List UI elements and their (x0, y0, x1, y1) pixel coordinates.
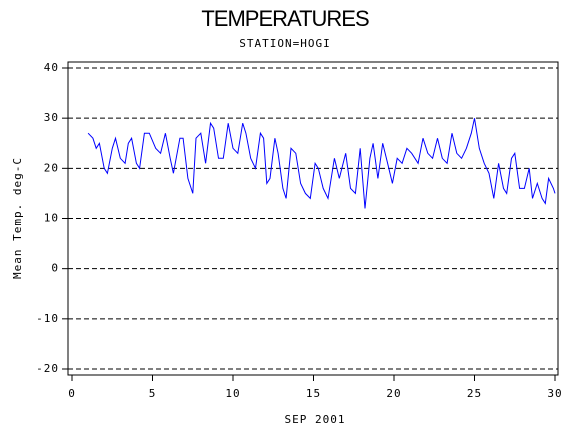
y-tick-label: 20 (44, 161, 59, 174)
chart-subtitle: STATION=HOGI (239, 37, 330, 50)
x-axis-label: SEP 2001 (285, 413, 346, 426)
y-tick-label: -20 (36, 362, 59, 375)
y-tick-label: 40 (44, 61, 59, 74)
y-tick-label: 0 (51, 262, 59, 275)
x-tick-label: 25 (467, 387, 482, 400)
y-tick-label: 30 (44, 111, 59, 124)
data-line (87, 118, 556, 209)
x-tick-label: 15 (306, 387, 321, 400)
x-tick-label: 5 (149, 387, 157, 400)
chart-title: TEMPERATURES (201, 6, 369, 31)
x-tick-label: 0 (68, 387, 76, 400)
x-tick-label: 20 (386, 387, 401, 400)
y-tick-label: 10 (44, 212, 59, 225)
x-tick-label: 30 (547, 387, 562, 400)
y-axis-label: Mean Temp. deg-C (11, 157, 24, 279)
y-tick-label: -10 (36, 312, 59, 325)
x-tick-label: 10 (225, 387, 240, 400)
